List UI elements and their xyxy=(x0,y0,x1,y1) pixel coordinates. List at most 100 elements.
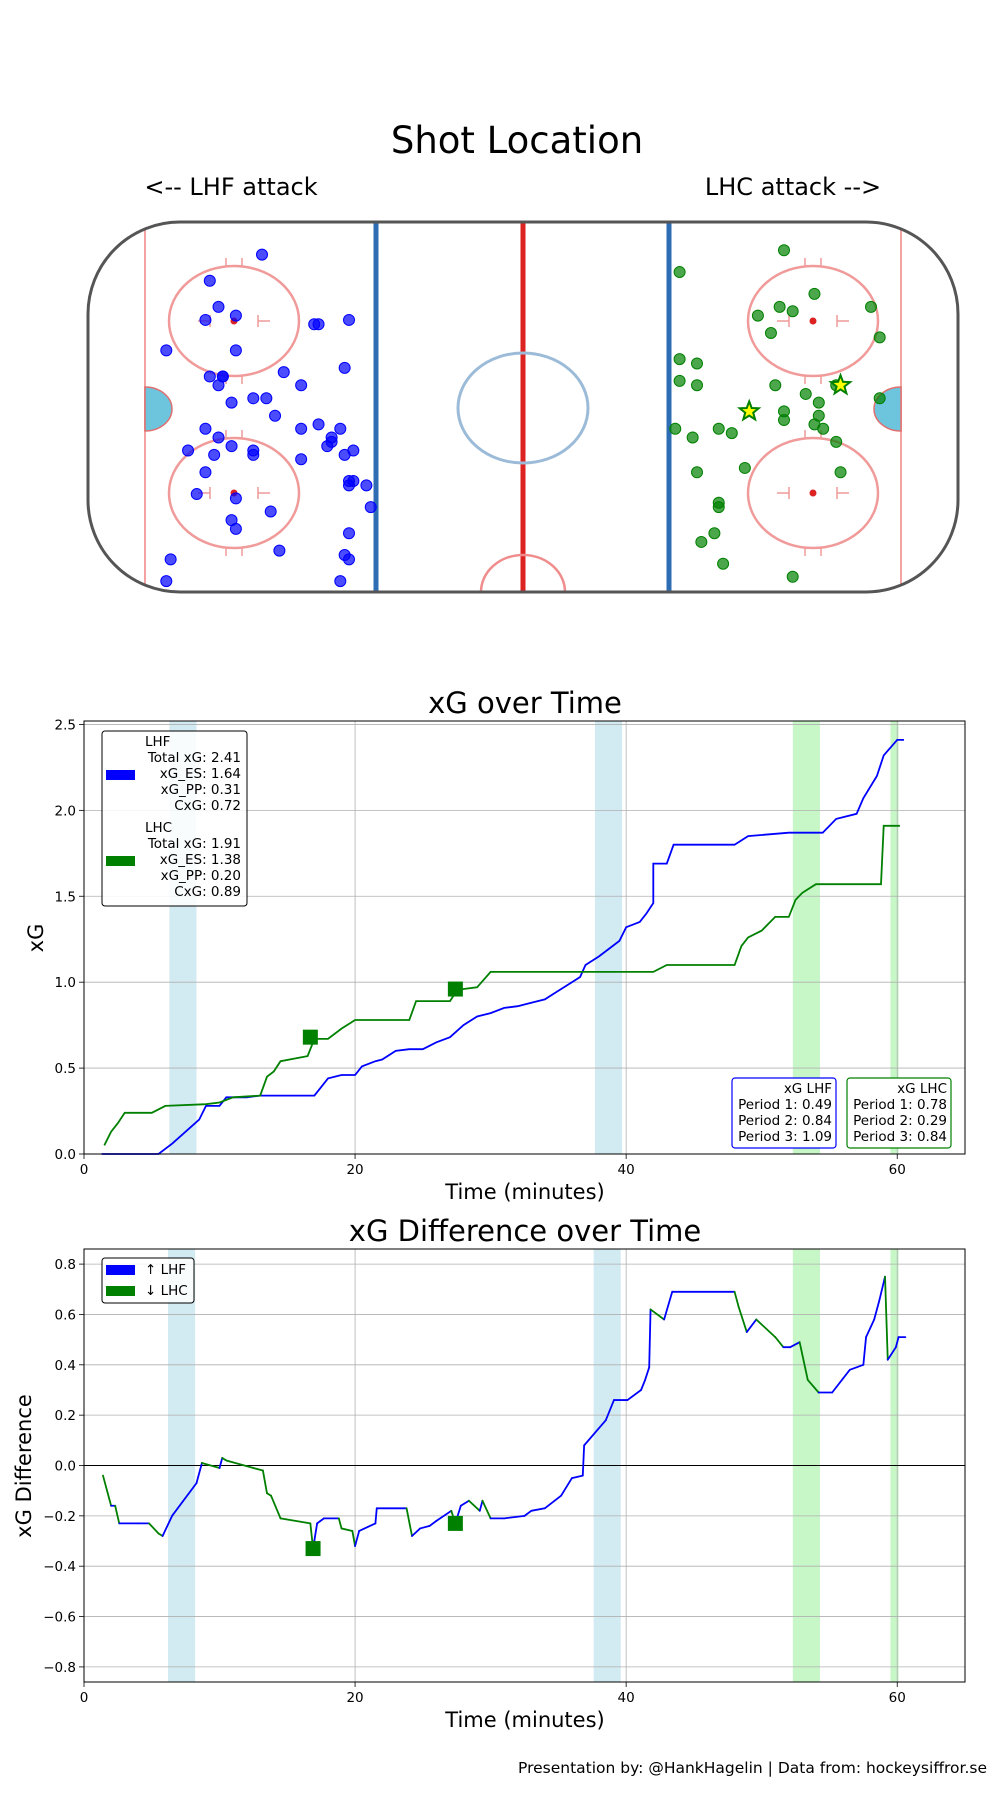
period-breakdown: xG LHF Period 1: 0.49 Period 2: 0.84 Per… xyxy=(731,1077,952,1149)
series-line-lhf xyxy=(101,739,904,1155)
goal-star-lhc xyxy=(828,372,853,396)
y-axis-label: xG Difference xyxy=(12,1394,36,1538)
shot-point-lhc xyxy=(717,557,730,570)
legend-team-lhc: LHC xyxy=(145,820,172,836)
difference-segment xyxy=(351,1530,356,1547)
x-axis-label: Time (minutes) xyxy=(444,1708,604,1732)
hockey-rink xyxy=(86,220,960,594)
difference-segment xyxy=(755,1318,777,1339)
difference-segment xyxy=(358,1522,377,1532)
y-tick-label: 0.4 xyxy=(55,1358,76,1374)
shot-point-lhf xyxy=(225,396,238,409)
difference-segment xyxy=(102,1474,113,1507)
difference-segment xyxy=(583,1419,607,1447)
y-tick-label: 1.5 xyxy=(55,889,76,905)
difference-legend: ↑ LHF ↓ LHC xyxy=(101,1257,195,1304)
shot-point-lhf xyxy=(325,435,338,448)
difference-segment xyxy=(201,1462,221,1469)
goal-marker-lhc xyxy=(302,1029,318,1045)
difference-segment xyxy=(543,1494,562,1510)
x-tick-label: 60 xyxy=(889,1162,906,1178)
shot-point-lhf xyxy=(182,444,195,457)
rink-boards xyxy=(86,220,960,594)
period-lhc-line: Period 2: 0.29 xyxy=(853,1113,947,1129)
difference-segment xyxy=(865,1318,876,1339)
difference-segment xyxy=(523,1509,533,1517)
shot-point-lhf xyxy=(190,488,203,501)
y-tick-label: 0.0 xyxy=(55,1147,76,1163)
shot-point-lhc xyxy=(712,422,725,435)
shot-point-lhf xyxy=(160,575,173,588)
difference-segment xyxy=(279,1517,312,1525)
difference-segment xyxy=(648,1308,652,1369)
shot-point-lhc xyxy=(695,535,708,548)
y-tick-label: 0.6 xyxy=(55,1307,76,1323)
shot-point-lhf xyxy=(312,418,325,431)
difference-segment xyxy=(848,1363,865,1371)
shot-point-lhf xyxy=(212,379,225,392)
difference-segment xyxy=(798,1341,809,1381)
period-lhc-line: Period 3: 0.84 xyxy=(853,1129,947,1145)
legend-lhf-line: Total xG: 2.41 xyxy=(147,750,241,766)
shot-point-lhc xyxy=(686,431,699,444)
shot-point-lhc xyxy=(751,309,764,322)
difference-segment xyxy=(745,1318,758,1333)
shot-point-lhf xyxy=(277,366,290,379)
shot-point-lhc xyxy=(691,466,703,479)
powerplay-span-lhf xyxy=(594,721,623,1154)
period-lhf-line: Period 1: 0.49 xyxy=(738,1097,832,1113)
difference-segment xyxy=(884,1275,889,1361)
shot-point-lhc xyxy=(738,461,751,474)
shot-point-lhc xyxy=(673,374,686,387)
shot-point-lhf xyxy=(199,466,212,479)
shot-point-lhc xyxy=(708,527,721,540)
shot-point-lhc xyxy=(808,287,821,300)
shot-point-lhc xyxy=(830,435,843,448)
plot-frame xyxy=(83,1248,966,1683)
shot-point-lhf xyxy=(264,505,277,518)
period-lhf-line: xG LHF xyxy=(784,1081,832,1097)
shot-point-lhc xyxy=(778,414,790,427)
difference-segment xyxy=(316,1517,325,1525)
goal-star-lhc xyxy=(736,398,762,422)
xg-over-time-panel: xG over Time 0 20 40 60 0.0 0.5 1.0 1.5 2.0 2.5 T… xyxy=(24,686,966,1204)
legend-lhc-line: xG_ES: 1.38 xyxy=(160,852,241,868)
grid xyxy=(83,1249,965,1682)
difference-segment xyxy=(640,1379,647,1391)
difference-segment xyxy=(878,1275,886,1301)
shot-point-lhc xyxy=(773,300,786,313)
difference-segment xyxy=(644,1366,651,1381)
left-goal-crease xyxy=(144,386,173,432)
shot-point-lhf xyxy=(334,575,347,588)
xg-difference-title: xG Difference over Time xyxy=(349,1214,701,1248)
xg-over-time-title: xG over Time xyxy=(428,686,622,720)
shot-point-lhc xyxy=(764,327,777,339)
shot-point-lhf xyxy=(295,379,308,392)
shot-point-lhf xyxy=(247,448,260,461)
difference-segment xyxy=(354,1530,361,1547)
x-tick-label: 40 xyxy=(618,1162,635,1178)
shot-point-lhf xyxy=(229,309,242,322)
y-tick-label: 0.8 xyxy=(55,1257,76,1273)
shot-location-panel: Shot Location <-- LHF attack LHC attack … xyxy=(86,119,960,594)
x-tick-label: 40 xyxy=(618,1690,635,1706)
series-line-lhc xyxy=(103,824,900,1146)
difference-segment xyxy=(218,1457,224,1469)
shot-point-lhf xyxy=(343,313,355,326)
shot-point-lhc xyxy=(712,501,725,514)
shot-point-lhc xyxy=(817,422,830,435)
shot-point-lhf xyxy=(338,361,351,374)
shot-point-lhf xyxy=(295,422,308,435)
legend-swatch-lhf xyxy=(106,1265,135,1275)
x-tick-label: 20 xyxy=(346,1690,363,1706)
period-lhc-line: Period 1: 0.78 xyxy=(853,1097,947,1113)
legend-lhf-line: CxG: 0.72 xyxy=(174,798,241,814)
shot-point-lhc xyxy=(673,353,686,366)
shot-point-lhf xyxy=(269,409,282,422)
shot-point-lhf xyxy=(199,422,212,435)
shot-point-lhf xyxy=(208,448,221,461)
y-axis-label: xG xyxy=(24,924,48,953)
x-tick-label: 20 xyxy=(346,1162,363,1178)
difference-segment xyxy=(737,1306,748,1333)
